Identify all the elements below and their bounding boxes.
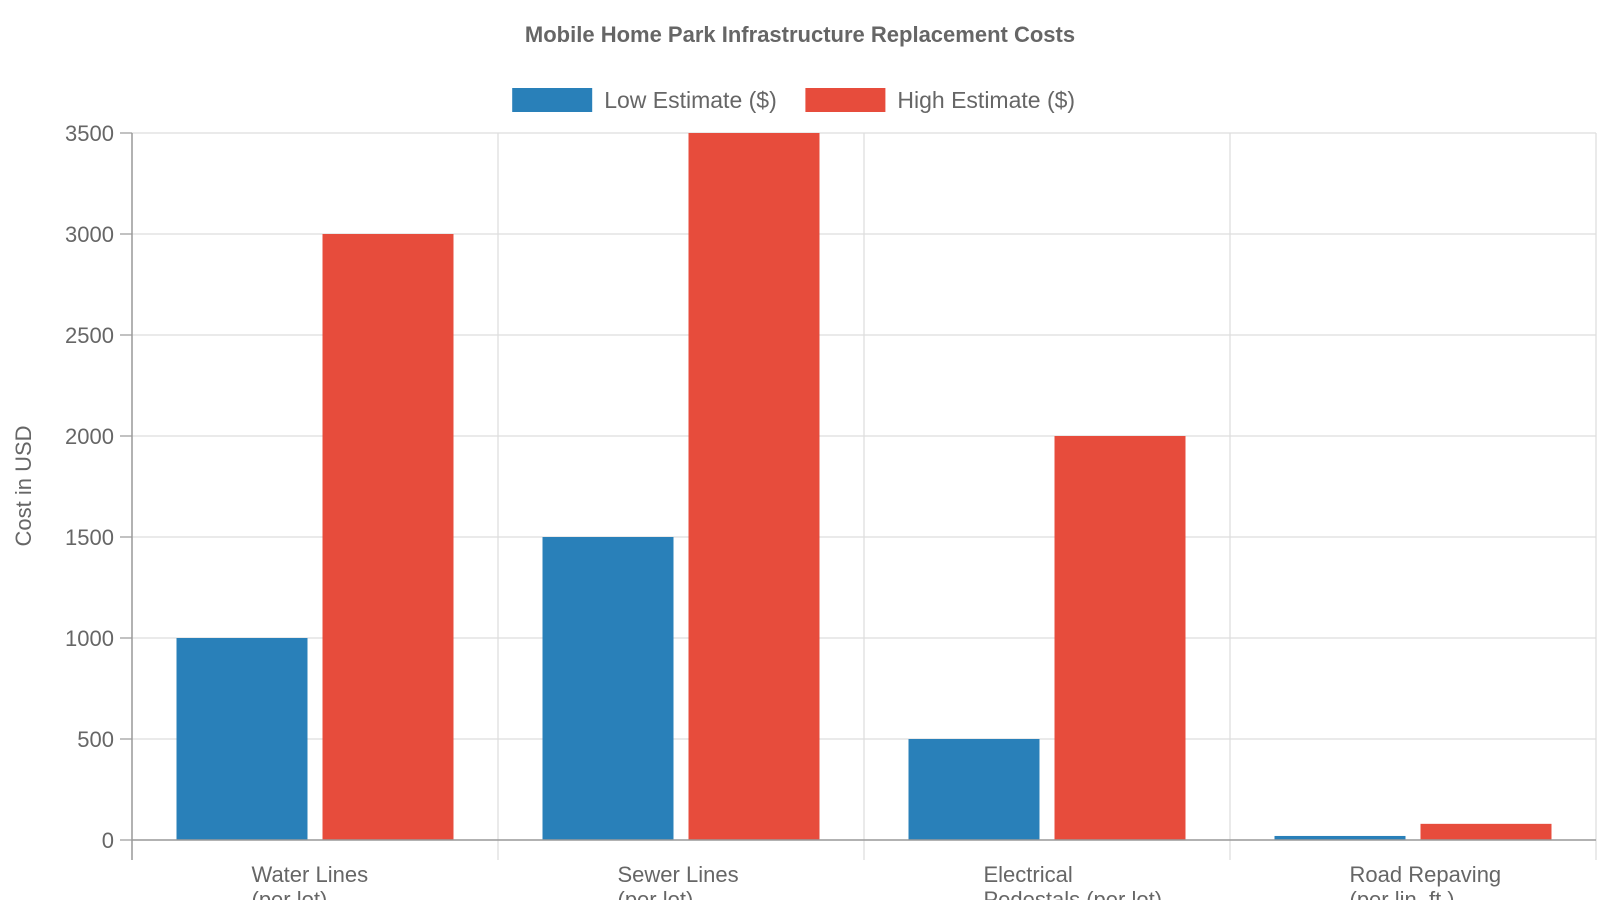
bar-high-2 <box>1054 436 1186 840</box>
legend-swatch-high[interactable] <box>805 88 886 112</box>
x-category-label: Sewer Lines <box>618 862 739 887</box>
legend: Low Estimate ($) High Estimate ($) <box>512 87 1075 113</box>
bar-high-1 <box>688 133 820 840</box>
x-category-label: (per lot) <box>252 887 328 900</box>
legend-swatch-low[interactable] <box>512 88 593 112</box>
y-tick-label: 3500 <box>65 121 114 146</box>
bar-high-0 <box>322 234 454 840</box>
legend-label-low[interactable]: Low Estimate ($) <box>604 87 777 113</box>
y-tick-label: 1000 <box>65 626 114 651</box>
y-tick-label: 3000 <box>65 222 114 247</box>
y-tick-label: 0 <box>102 828 114 853</box>
y-tick-label: 2000 <box>65 424 114 449</box>
axes <box>120 132 1596 860</box>
y-tick-label: 1500 <box>65 525 114 550</box>
x-category-label: Water Lines <box>252 862 369 887</box>
x-category-label: Electrical <box>984 862 1073 887</box>
bar-low-0 <box>176 638 308 840</box>
y-tick-labels: 0 500 1000 1500 2000 2500 3000 3500 <box>65 121 114 853</box>
bar-high-3 <box>1420 823 1552 840</box>
x-category-label: Road Repaving <box>1350 862 1502 887</box>
bar-low-2 <box>908 739 1040 840</box>
y-tick-label: 500 <box>77 727 114 752</box>
bar-low-3 <box>1274 835 1406 840</box>
bars <box>176 133 1552 840</box>
x-category-label: Pedestals (per lot) <box>984 887 1163 900</box>
legend-label-high[interactable]: High Estimate ($) <box>897 87 1075 113</box>
x-category-labels: Water Lines(per lot)Sewer Lines(per lot)… <box>252 862 1502 900</box>
y-tick-label: 2500 <box>65 323 114 348</box>
x-category-label: (per lin. ft.) <box>1350 887 1455 900</box>
chart-title: Mobile Home Park Infrastructure Replacem… <box>525 22 1075 47</box>
bar-low-1 <box>542 537 674 840</box>
y-axis-title: Cost in USD <box>11 425 36 546</box>
x-category-label: (per lot) <box>618 887 694 900</box>
